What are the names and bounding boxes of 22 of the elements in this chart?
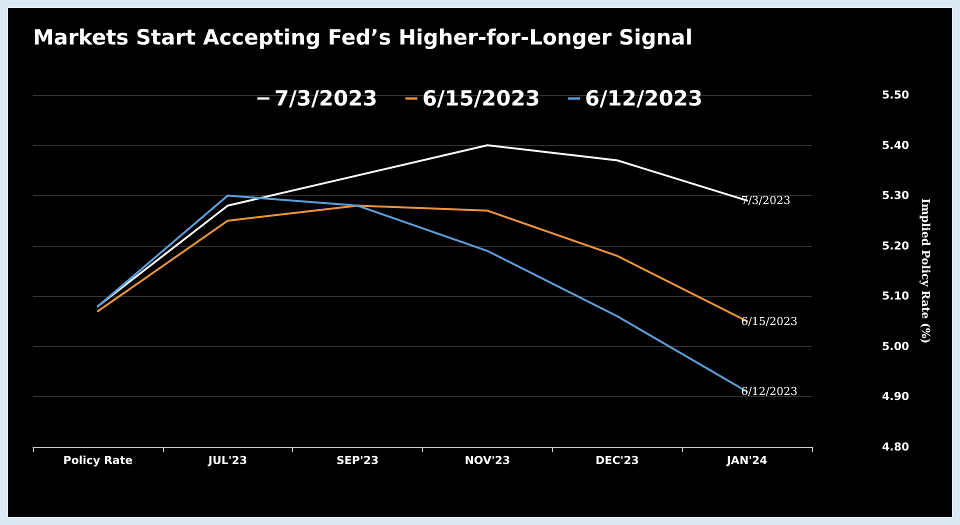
y-tick-label: 4.90 [882, 390, 910, 404]
x-tick-label: SEP'23 [336, 454, 379, 467]
x-tick-label: DEC'23 [596, 454, 639, 467]
text: 7/3/2023 [741, 194, 790, 208]
x-tick-label: JAN'24 [726, 454, 768, 467]
text: 6/12/2023 [741, 385, 798, 398]
y-tick-label: 5.20 [882, 239, 910, 252]
y-tick-label: 5.10 [882, 290, 910, 303]
legend-label: 6/12/2023 [585, 86, 703, 110]
y-tick-label: 4.80 [882, 440, 910, 454]
y-tick-label: 5.00 [882, 340, 910, 353]
x-tick-label: JUL'23 [207, 454, 248, 467]
legend-label: 7/3/2023 [274, 86, 378, 110]
text: 6/15/2023 [741, 314, 798, 328]
x-tick-label: Policy Rate [63, 454, 133, 467]
y-tick-label: 5.40 [882, 138, 910, 152]
chart-title: Markets Start Accepting Fed’s Higher-for-Longer Signal [33, 26, 693, 50]
y-tick-label: 5.30 [882, 189, 910, 202]
y-tick-label: 5.50 [882, 88, 910, 102]
y-axis-title: Implied Policy Rate (%) [919, 198, 932, 344]
x-tick-label: NOV'23 [464, 454, 510, 467]
legend-label: 6/15/2023 [422, 86, 540, 110]
